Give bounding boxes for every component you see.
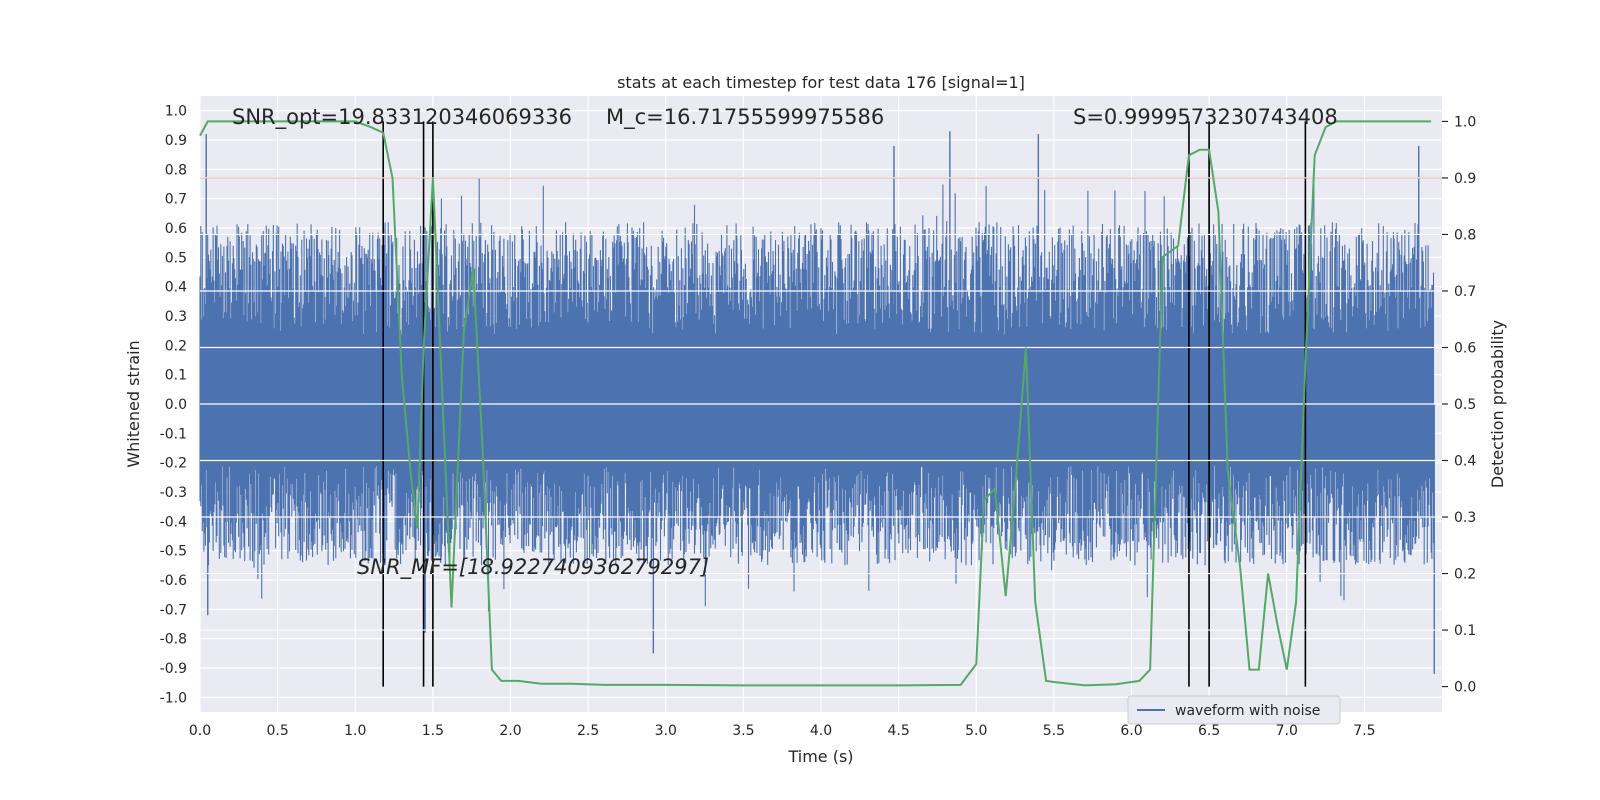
detection-probability-line bbox=[199, 120, 1432, 687]
y-right-tick-label: 0.7 bbox=[1454, 284, 1476, 300]
y-left-tick-label: 0.8 bbox=[165, 162, 187, 178]
x-tick-label: 0.5 bbox=[266, 723, 288, 739]
y-left-tick-label: -0.3 bbox=[160, 485, 187, 501]
y-left-tick-label: 0.5 bbox=[165, 250, 187, 266]
x-tick-label: 6.5 bbox=[1198, 723, 1220, 739]
right-axis-grid-lines bbox=[200, 177, 1442, 631]
snr-mf-annotation: SNR_MF=[18.922740936279297] bbox=[357, 555, 709, 580]
legend-box bbox=[1127, 695, 1341, 725]
x-tick-label: 1.5 bbox=[422, 723, 444, 739]
x-tick-label: 7.0 bbox=[1276, 723, 1298, 739]
x-tick-label: 7.5 bbox=[1353, 723, 1375, 739]
chart-title: stats at each timestep for test data 176… bbox=[617, 73, 1025, 92]
x-tick-label: 5.5 bbox=[1043, 723, 1065, 739]
x-tick-label: 5.0 bbox=[965, 723, 987, 739]
x-tick-label: 3.0 bbox=[655, 723, 677, 739]
x-tick-label: 4.5 bbox=[887, 723, 909, 739]
x-axis-label: Time (s) bbox=[787, 747, 853, 766]
y-right-tick-label: 0.8 bbox=[1454, 227, 1476, 243]
y-left-tick-label: -0.8 bbox=[160, 632, 187, 648]
y-right-tick-label: 0.1 bbox=[1454, 623, 1476, 639]
y-left-tick-label: -0.2 bbox=[160, 456, 187, 472]
y-right-tick-label: 0.5 bbox=[1454, 397, 1476, 413]
x-tick-label: 6.0 bbox=[1120, 723, 1142, 739]
y-left-tick-label: -0.1 bbox=[160, 426, 187, 442]
x-tick-label: 1.0 bbox=[344, 723, 366, 739]
y-left-tick-label: -0.6 bbox=[160, 573, 187, 589]
y-left-tick-label: 0.6 bbox=[165, 221, 187, 237]
y-right-tick-label: 1.0 bbox=[1454, 114, 1476, 130]
y-left-tick-label: 0.1 bbox=[165, 368, 187, 384]
x-tick-label: 2.0 bbox=[499, 723, 521, 739]
x-tick-label: 2.5 bbox=[577, 723, 599, 739]
x-tick-label: 3.5 bbox=[732, 723, 754, 739]
y-right-tick-label: 0.4 bbox=[1454, 454, 1476, 470]
y-left-tick-label: 0.4 bbox=[165, 280, 187, 296]
y-left-tick-label: 1.0 bbox=[165, 104, 187, 120]
snr-opt-annotation: SNR_opt=19.833120346069336 bbox=[232, 105, 572, 130]
y-left-tick-label: -0.4 bbox=[160, 514, 187, 530]
y-right-tick-label: 0.6 bbox=[1454, 340, 1476, 356]
y-left-tick-label: 0.3 bbox=[165, 309, 187, 325]
x-tick-label: 4.0 bbox=[810, 723, 832, 739]
x-axis-ticks: 0.0 0.5 1.0 1.5 2.0 2.5 3.0 3.5 4.0 4.5 5.0 5.5 6.0 6… bbox=[189, 723, 1376, 739]
y-left-axis-label: Whitened strain bbox=[124, 340, 143, 467]
chirp-mass-annotation: M_c=16.71755599975586 bbox=[606, 105, 884, 130]
legend-label: waveform with noise bbox=[1175, 703, 1320, 719]
y-right-tick-label: 0.3 bbox=[1454, 510, 1476, 526]
y-left-tick-label: -0.7 bbox=[160, 602, 187, 618]
legend: waveform with noise bbox=[1127, 695, 1341, 725]
y-left-tick-label: 0.0 bbox=[165, 397, 187, 413]
x-tick-label: 0.0 bbox=[189, 723, 211, 739]
y-left-tick-label: 0.7 bbox=[165, 192, 187, 208]
y-right-tick-label: 0.0 bbox=[1454, 680, 1476, 696]
y-left-tick-label: -0.5 bbox=[160, 544, 187, 560]
y-right-tick-label: 0.9 bbox=[1454, 171, 1476, 187]
y-left-tick-label: 0.9 bbox=[165, 133, 187, 149]
y-right-axis-label: Detection probability bbox=[1488, 320, 1507, 488]
y-right-tick-label: 0.2 bbox=[1454, 567, 1476, 583]
s-statistic-annotation: S=0.9999573230743408 bbox=[1073, 105, 1338, 129]
y-left-tick-label: -0.9 bbox=[160, 661, 187, 677]
y-left-tick-label: -1.0 bbox=[160, 690, 187, 706]
y-left-axis-ticks: 1.0 0.9 0.8 0.7 0.6 0.5 0.4 0.3 0.2 0.1 0.0 -0.1 -0.… bbox=[160, 104, 187, 707]
y-left-tick-label: 0.2 bbox=[165, 338, 187, 354]
y-right-axis-ticks: 1.0 0.9 0.8 0.7 0.6 0.5 0.4 0.3 0.2 0.1 0.0 bbox=[1442, 114, 1476, 696]
